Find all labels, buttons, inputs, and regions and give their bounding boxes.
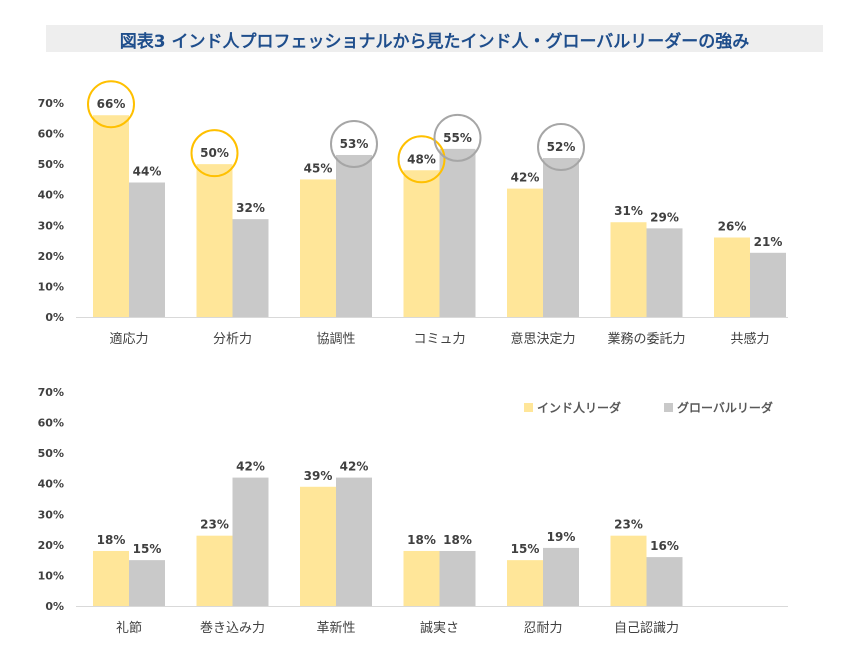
y-tick-label: 20%	[38, 539, 64, 552]
data-label: 48%	[407, 152, 436, 166]
y-tick-label: 30%	[38, 508, 64, 521]
data-label: 18%	[97, 533, 126, 547]
y-tick-label: 50%	[38, 447, 64, 460]
bar-indian	[610, 535, 647, 606]
bar-indian	[300, 179, 336, 317]
bar-global	[232, 477, 269, 606]
bar-indian	[403, 170, 440, 317]
data-label: 50%	[200, 146, 229, 160]
y-tick-label: 0%	[45, 600, 64, 613]
bar-indian	[610, 222, 647, 317]
y-tick-label: 60%	[38, 128, 64, 141]
data-label: 26%	[718, 220, 747, 234]
data-label: 32%	[236, 201, 265, 215]
y-tick-label: 40%	[38, 189, 64, 202]
data-label: 45%	[304, 161, 333, 175]
legend-swatch	[524, 403, 533, 412]
data-label: 44%	[133, 164, 162, 178]
highlight-circle	[537, 123, 585, 172]
bar-global	[646, 228, 683, 317]
data-label: 18%	[443, 533, 472, 547]
data-label: 66%	[97, 97, 126, 111]
y-tick-label: 0%	[45, 311, 64, 324]
bar-global	[129, 560, 165, 606]
bar-indian	[403, 550, 440, 606]
category-label: 自己認識力	[614, 620, 679, 636]
data-label: 52%	[547, 140, 576, 154]
data-label: 16%	[650, 539, 679, 553]
data-label: 29%	[650, 210, 679, 224]
bar-global	[750, 252, 786, 317]
data-label: 42%	[236, 460, 265, 474]
bar-global	[543, 158, 579, 317]
data-label: 31%	[614, 204, 643, 218]
bar-global	[646, 557, 683, 606]
title-banner: 図表3 インド人プロフェッショナルから見たインド人・グローバルリーダーの強み	[46, 25, 823, 52]
highlight-circle	[397, 135, 446, 184]
data-label: 42%	[340, 460, 369, 474]
highlight-circle	[87, 80, 135, 129]
category-label: 意思決定力	[510, 331, 575, 347]
data-label: 39%	[304, 469, 333, 483]
category-label: 分析力	[213, 332, 252, 347]
highlight-circle	[190, 129, 239, 178]
bar-global	[439, 550, 476, 606]
bar-indian	[714, 237, 750, 317]
data-label: 15%	[511, 542, 540, 556]
data-label: 19%	[547, 530, 576, 544]
y-tick-label: 50%	[38, 158, 64, 171]
category-label: コミュ力	[413, 332, 465, 347]
bar-global	[232, 219, 269, 317]
y-tick-label: 70%	[38, 386, 64, 399]
y-tick-label: 30%	[38, 219, 64, 232]
bar-global	[439, 148, 476, 317]
y-tick-label: 20%	[38, 250, 64, 263]
y-tick-label: 10%	[38, 280, 64, 293]
highlight-circle	[330, 119, 378, 168]
highlight-circle	[433, 113, 482, 162]
bar-global	[336, 477, 372, 606]
bar-global	[543, 547, 579, 606]
bar-global	[129, 182, 165, 317]
data-label: 18%	[407, 533, 436, 547]
category-label: 共感力	[730, 331, 769, 347]
category-label: 礼節	[116, 620, 142, 636]
bar-indian	[93, 550, 129, 606]
y-tick-label: 60%	[38, 417, 64, 430]
bar-indian	[93, 115, 129, 317]
y-tick-label: 70%	[38, 97, 64, 110]
legend-swatch	[664, 403, 673, 412]
bar-indian	[196, 164, 233, 317]
legend-label: グローバルリーダ	[677, 400, 773, 415]
bar-indian	[300, 486, 336, 606]
chart-title: 図表3 インド人プロフェッショナルから見たインド人・グローバルリーダーの強み	[119, 32, 750, 52]
data-label: 42%	[511, 171, 540, 185]
bar-indian	[507, 188, 543, 317]
legend-label: インド人リーダ	[537, 400, 621, 415]
data-label: 23%	[614, 518, 643, 532]
y-tick-label: 10%	[38, 569, 64, 582]
data-label: 15%	[133, 542, 162, 556]
bar-global	[336, 154, 372, 317]
category-label: 協調性	[316, 332, 355, 347]
category-label: 業務の委託力	[607, 331, 685, 347]
category-label: 誠実さ	[420, 620, 459, 636]
bar-indian	[196, 535, 233, 606]
data-label: 53%	[340, 137, 369, 151]
category-label: 適応力	[109, 331, 148, 347]
y-tick-label: 40%	[38, 478, 64, 491]
category-label: 巻き込み力	[200, 621, 265, 636]
category-label: 忍耐力	[523, 621, 562, 636]
category-label: 革新性	[316, 620, 355, 636]
bar-indian	[507, 560, 543, 606]
data-label: 23%	[200, 518, 229, 532]
data-label: 21%	[754, 235, 783, 249]
data-label: 55%	[443, 131, 472, 145]
